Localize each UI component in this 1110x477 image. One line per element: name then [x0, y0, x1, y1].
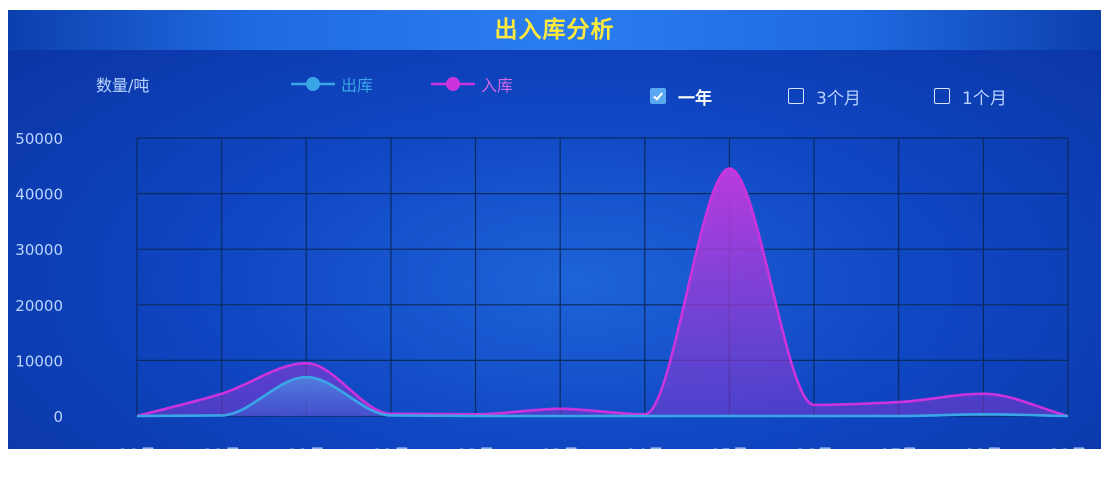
data-point-in[interactable] [304, 361, 309, 366]
data-point-out[interactable] [896, 414, 901, 419]
y-tick-label: 10000 [15, 352, 63, 370]
x-tick-label: 06月 [795, 446, 834, 449]
legend-out-line-icon [291, 77, 335, 91]
series-line-out[interactable] [136, 375, 1069, 418]
x-tick-label: 04月 [625, 446, 664, 449]
range-label-three-months: 3个月 [816, 88, 861, 109]
data-point-out[interactable] [304, 375, 309, 380]
area-chart: 0 10000 20000 30000 40000 50000 10月 11月 12月 01月 02… [15, 130, 1088, 449]
range-option-three-months[interactable]: 3个月 [788, 84, 861, 109]
range-label-one-year: 一年 [678, 88, 712, 109]
checkbox-checked-icon[interactable] [650, 88, 666, 104]
checkbox-unchecked-icon[interactable] [934, 88, 950, 104]
y-tick-label: 0 [53, 408, 63, 426]
x-tick-label: 10月 [118, 446, 157, 449]
data-point-in[interactable] [812, 402, 817, 407]
x-tick-label: 08月 [964, 446, 1003, 449]
x-tick-label: 11月 [202, 446, 241, 449]
data-point-in[interactable] [727, 166, 732, 171]
range-label-one-month: 1个月 [962, 88, 1007, 109]
x-tick-label: 05月 [710, 446, 749, 449]
data-point-in[interactable] [558, 406, 563, 411]
data-point-out[interactable] [812, 414, 817, 419]
range-option-one-year[interactable]: 一年 [650, 84, 712, 109]
y-tick-label: 40000 [15, 186, 63, 204]
data-point-out[interactable] [558, 414, 563, 419]
series-area-out [137, 377, 1068, 416]
data-point-out[interactable] [1066, 414, 1071, 419]
y-tick-label: 50000 [15, 130, 63, 148]
y-tick-label: 20000 [15, 297, 63, 315]
data-point-in[interactable] [981, 391, 986, 396]
series-area-in [137, 168, 1068, 416]
x-tick-label: 01月 [372, 446, 411, 449]
title-bar: 出入库分析 [8, 10, 1101, 50]
legend-item-out[interactable]: 出库 [291, 72, 373, 96]
chart-title: 出入库分析 [494, 17, 615, 43]
y-axis-unit-label: 数量/吨 [96, 76, 150, 95]
data-point-out[interactable] [219, 413, 224, 418]
data-point-out[interactable] [135, 414, 140, 419]
legend-in-line-icon [431, 77, 475, 91]
chart-panel: 出入库分析 数量/吨 出库 入库 一年 3个月 1个月 [8, 10, 1101, 449]
x-tick-label: 07月 [879, 446, 918, 449]
data-point-out[interactable] [727, 414, 732, 419]
x-tick-label: 12月 [287, 446, 326, 449]
data-point-in[interactable] [896, 400, 901, 405]
data-point-out[interactable] [388, 413, 393, 418]
data-point-out[interactable] [642, 414, 647, 419]
data-point-out[interactable] [981, 412, 986, 417]
data-point-in[interactable] [219, 391, 224, 396]
legend-label-in: 入库 [481, 76, 514, 95]
legend-item-in[interactable]: 入库 [431, 72, 513, 96]
range-option-one-month[interactable]: 1个月 [934, 84, 1007, 109]
legend-label-out: 出库 [341, 76, 374, 95]
x-tick-label: 09月 [1049, 446, 1088, 449]
x-tick-label: 02月 [456, 446, 495, 449]
y-tick-label: 30000 [15, 241, 63, 259]
data-point-out[interactable] [473, 414, 478, 419]
checkbox-unchecked-icon[interactable] [788, 88, 804, 104]
series-line-in[interactable] [136, 167, 1069, 418]
x-tick-label: 03月 [541, 446, 580, 449]
